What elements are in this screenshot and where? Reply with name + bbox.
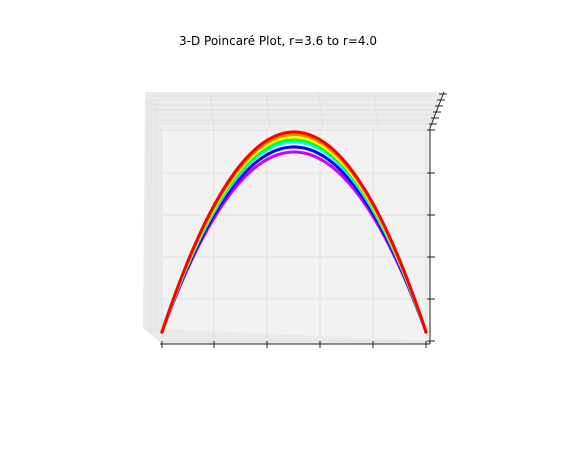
series-6-point-1 xyxy=(186,258,190,262)
series-6-point-10 xyxy=(424,330,428,334)
series-3-point-5 xyxy=(292,137,296,141)
series-6-point-3 xyxy=(239,162,243,166)
series-0-point-3 xyxy=(239,179,243,183)
series-1-point-5 xyxy=(292,145,296,149)
series-0-point-6 xyxy=(318,157,322,161)
grid-lines xyxy=(146,91,443,344)
left-pane xyxy=(143,92,162,344)
grid-line-back-0 xyxy=(209,91,215,129)
series-0-point-5 xyxy=(292,150,296,154)
grid-line-back-2 xyxy=(318,91,324,129)
series-6-point-9 xyxy=(398,258,402,262)
series-4-point-5 xyxy=(292,135,296,139)
chart-title: 3-D Poincaré Plot, r=3.6 to r=4.0 xyxy=(179,34,377,48)
series-6-point-0 xyxy=(160,330,164,334)
series-6-point-7 xyxy=(345,162,349,166)
floor-pane xyxy=(143,328,430,344)
series-6-point-5 xyxy=(292,130,296,134)
series-layer xyxy=(160,130,428,334)
series-6-point-6 xyxy=(318,138,322,142)
axis-ticks xyxy=(160,91,447,348)
series-1-point-7 xyxy=(345,175,349,179)
series-2-point-5 xyxy=(292,140,296,144)
series-6-point-8 xyxy=(371,202,375,206)
series-6-point-4 xyxy=(266,138,270,142)
y-axis-line xyxy=(429,91,445,129)
series-5-point-5 xyxy=(292,132,296,136)
series-1-point-4 xyxy=(266,152,270,156)
series-0-point-7 xyxy=(345,179,349,183)
series-1-point-3 xyxy=(239,175,243,179)
series-0-point-4 xyxy=(266,157,270,161)
grid-line-back-3 xyxy=(373,91,379,129)
series-1-point-6 xyxy=(318,152,322,156)
series-6-point-2 xyxy=(213,202,217,206)
grid-line-back-1 xyxy=(265,91,271,129)
